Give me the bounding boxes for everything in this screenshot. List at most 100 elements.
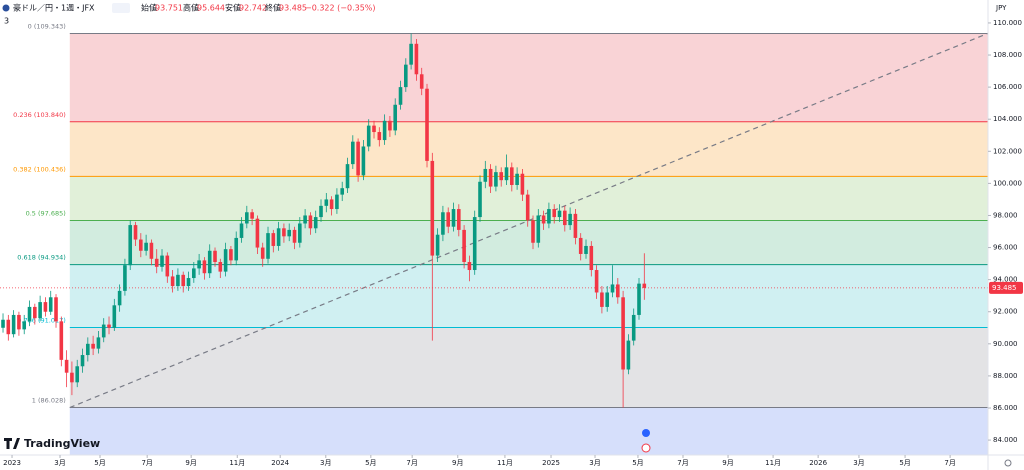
candle-body	[600, 292, 604, 307]
candle-body	[75, 366, 80, 383]
symbol-icon	[2, 4, 10, 12]
candle-body	[123, 265, 127, 291]
settings-icon[interactable]	[1004, 459, 1012, 467]
candle-body	[525, 194, 530, 221]
candle-body	[128, 225, 133, 266]
candle-body	[451, 209, 456, 227]
y-tick-label: 90.000	[993, 340, 1018, 348]
candle-body	[361, 146, 366, 176]
candle-body	[637, 283, 641, 315]
x-tick-label: 3月	[589, 459, 600, 467]
candle-body	[80, 355, 85, 367]
high-value: 95.644	[197, 4, 225, 13]
candle-body	[552, 209, 557, 218]
y-tick-label: 88.000	[993, 372, 1018, 380]
fib-label: 0.618 (94.934)	[17, 254, 66, 262]
candle-body	[419, 74, 424, 89]
candle-body	[425, 88, 429, 161]
candle-body	[229, 249, 233, 261]
candle-body	[234, 237, 239, 261]
candle-body	[351, 141, 355, 165]
fib-band	[69, 220, 988, 265]
candle-body	[287, 229, 292, 237]
x-tick-label: 7月	[141, 459, 152, 467]
candle-body	[11, 314, 16, 335]
candle-body	[139, 239, 143, 251]
candle-body	[250, 212, 254, 219]
candle-body	[149, 242, 154, 259]
candle-body	[568, 213, 572, 226]
candle-body	[292, 229, 297, 243]
fib-label: 0.236 (103.840)	[13, 111, 66, 119]
y-tick-label: 96.000	[993, 244, 1018, 252]
candle-body	[414, 43, 419, 75]
high-label: 高値	[183, 3, 199, 13]
candle-body	[181, 274, 186, 287]
candle-body	[478, 181, 482, 218]
candle-body	[547, 209, 551, 224]
fib-label: 0 (109.343)	[28, 22, 66, 30]
candle-body	[308, 215, 313, 229]
flag-button[interactable]	[112, 3, 130, 13]
candle-body	[340, 188, 345, 195]
y-tick-label: 108.000	[993, 51, 1022, 59]
candle-body	[626, 340, 631, 370]
candle-body	[393, 104, 398, 131]
open-value: 93.751	[155, 4, 183, 13]
fib-band	[69, 121, 988, 177]
fib-band	[69, 264, 988, 328]
candle-body	[112, 305, 117, 328]
candle-body	[165, 255, 170, 277]
x-tick-label: 11月	[765, 459, 781, 467]
candle-body	[197, 260, 201, 269]
candle-body	[621, 297, 625, 370]
x-tick-label: 7月	[406, 459, 417, 467]
candle-body	[563, 210, 567, 226]
candle-body	[499, 172, 504, 181]
event-marker[interactable]	[641, 443, 651, 453]
candle-body	[91, 343, 95, 349]
candle-body	[472, 217, 477, 271]
candle-body	[86, 343, 90, 356]
fib-label: 0.382 (100.436)	[13, 165, 66, 173]
candle-body	[435, 234, 440, 256]
candle-body	[96, 337, 101, 349]
candle-body	[594, 270, 599, 293]
candle-body	[377, 132, 382, 141]
candle-body	[43, 302, 48, 312]
collapse-badge[interactable]: 3	[4, 17, 9, 26]
candle-body	[504, 167, 509, 181]
candle-body	[213, 250, 217, 262]
x-tick-label: 5月	[632, 459, 643, 467]
candle-body	[324, 199, 329, 206]
candle-body	[186, 278, 191, 287]
candle-body	[520, 173, 525, 195]
x-tick-label: 2024	[271, 459, 289, 467]
candle-body	[17, 314, 21, 330]
candle-body	[605, 292, 610, 307]
candle-body	[27, 306, 32, 322]
candle-body	[192, 268, 196, 279]
candle-body	[345, 164, 350, 189]
low-value: 92.742	[239, 4, 267, 13]
price-tag-label: 93.485	[992, 284, 1017, 292]
x-tick-label: 2023	[3, 459, 21, 467]
candle-body	[1, 319, 5, 328]
event-marker[interactable]	[642, 429, 650, 437]
x-tick-label: 9月	[452, 459, 463, 467]
candle-body	[319, 205, 323, 218]
candle-body	[207, 250, 212, 274]
candle-body	[372, 125, 376, 133]
logo: TradingView	[4, 437, 100, 450]
y-tick-label: 94.000	[993, 276, 1018, 284]
candle-body	[589, 245, 594, 271]
candle-body	[276, 228, 281, 246]
candle-body	[366, 125, 371, 147]
time-axis-bg	[0, 455, 1024, 470]
low-label: 安値	[225, 3, 241, 13]
y-tick-label: 110.000	[993, 19, 1022, 27]
candle-body	[59, 321, 64, 360]
candle-body	[557, 210, 562, 218]
candle-body	[430, 160, 435, 256]
candle-body	[245, 212, 249, 224]
